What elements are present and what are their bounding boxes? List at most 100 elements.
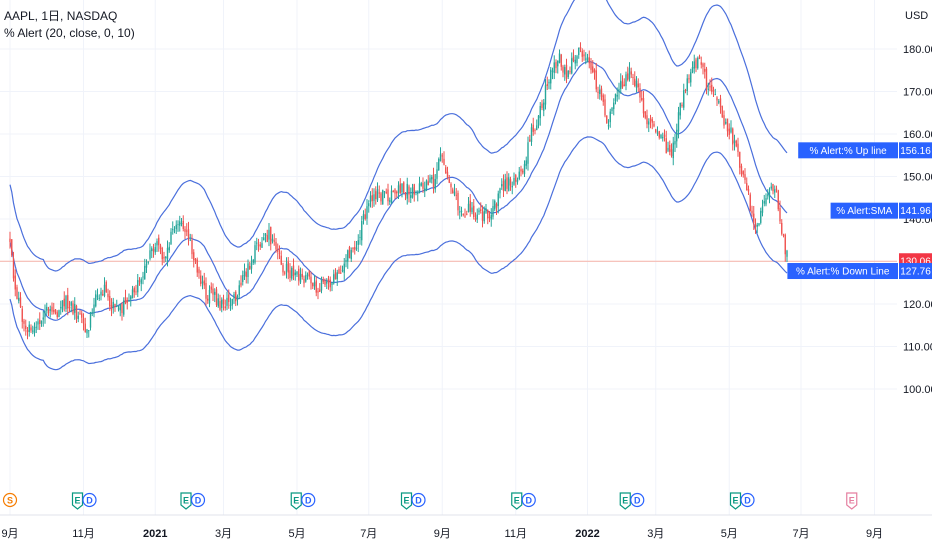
candle[interactable] <box>313 275 316 290</box>
candle[interactable] <box>648 118 650 133</box>
candle[interactable] <box>579 42 582 53</box>
candle[interactable] <box>457 190 459 216</box>
candle[interactable] <box>182 215 184 232</box>
candle[interactable] <box>464 208 466 219</box>
candle[interactable] <box>651 117 653 130</box>
candle[interactable] <box>786 249 788 263</box>
candle[interactable] <box>287 257 289 280</box>
candle[interactable] <box>452 187 454 194</box>
candle[interactable] <box>75 304 78 323</box>
candle[interactable] <box>562 64 564 78</box>
candle[interactable] <box>532 117 534 136</box>
candle[interactable] <box>128 293 130 302</box>
candle[interactable] <box>236 294 239 306</box>
candle[interactable] <box>663 129 666 142</box>
candle[interactable] <box>354 240 356 255</box>
candle[interactable] <box>522 168 524 175</box>
candle[interactable] <box>473 198 475 220</box>
candle[interactable] <box>117 305 120 312</box>
candle[interactable] <box>518 166 520 181</box>
candle[interactable] <box>632 73 634 86</box>
candle[interactable] <box>712 86 715 98</box>
candle[interactable] <box>644 111 646 120</box>
candle[interactable] <box>618 82 620 100</box>
candle[interactable] <box>322 276 324 285</box>
candles[interactable] <box>9 42 788 340</box>
candle[interactable] <box>362 210 365 225</box>
candle[interactable] <box>578 47 580 59</box>
candle[interactable] <box>779 200 781 225</box>
candle[interactable] <box>243 263 246 281</box>
candle[interactable] <box>149 243 151 261</box>
candle[interactable] <box>480 202 482 214</box>
candle[interactable] <box>142 271 144 285</box>
candle[interactable] <box>403 181 405 194</box>
candle[interactable] <box>462 213 464 217</box>
candle[interactable] <box>732 127 734 151</box>
candle[interactable] <box>298 265 300 286</box>
candle[interactable] <box>338 266 340 274</box>
candle[interactable] <box>606 115 608 124</box>
candle[interactable] <box>560 53 562 71</box>
candle[interactable] <box>781 219 783 236</box>
candle[interactable] <box>684 88 687 94</box>
candle[interactable] <box>544 79 547 110</box>
candle[interactable] <box>123 297 125 317</box>
candle[interactable] <box>494 199 496 212</box>
candle[interactable] <box>658 130 660 140</box>
candle[interactable] <box>140 277 142 292</box>
candle[interactable] <box>593 68 596 80</box>
candle[interactable] <box>249 261 251 270</box>
candle[interactable] <box>112 297 114 314</box>
candle[interactable] <box>698 54 701 60</box>
candle[interactable] <box>702 62 704 75</box>
candle[interactable] <box>501 178 503 190</box>
candle[interactable] <box>677 106 680 139</box>
candle[interactable] <box>599 84 601 100</box>
candle[interactable] <box>387 183 389 206</box>
candle[interactable] <box>68 300 71 313</box>
candle[interactable] <box>460 206 463 217</box>
candle[interactable] <box>121 302 123 321</box>
candle[interactable] <box>235 290 237 307</box>
candle[interactable] <box>273 233 275 246</box>
candle[interactable] <box>686 74 688 96</box>
candle[interactable] <box>198 266 200 279</box>
candle[interactable] <box>529 134 531 143</box>
candle[interactable] <box>711 77 713 95</box>
candle[interactable] <box>410 187 412 203</box>
candle[interactable] <box>623 78 625 87</box>
candle[interactable] <box>16 284 18 300</box>
candle[interactable] <box>390 185 393 204</box>
candle[interactable] <box>548 79 550 90</box>
candle[interactable] <box>441 153 443 163</box>
candle[interactable] <box>359 229 361 245</box>
candle[interactable] <box>373 188 375 207</box>
candle[interactable] <box>627 66 629 82</box>
candle[interactable] <box>222 294 225 311</box>
candle[interactable] <box>611 106 613 115</box>
candle[interactable] <box>697 56 699 70</box>
candle[interactable] <box>569 66 571 75</box>
candle[interactable] <box>616 87 618 102</box>
candle[interactable] <box>478 207 480 215</box>
candle[interactable] <box>264 232 267 243</box>
candle[interactable] <box>406 177 408 205</box>
candle[interactable] <box>597 86 599 99</box>
candle[interactable] <box>56 310 58 319</box>
candle[interactable] <box>436 162 438 185</box>
candle[interactable] <box>12 251 15 282</box>
candle[interactable] <box>247 259 249 284</box>
candle[interactable] <box>767 189 769 200</box>
candle[interactable] <box>714 88 716 96</box>
candle[interactable] <box>163 251 165 264</box>
candle[interactable] <box>212 283 214 301</box>
candle[interactable] <box>49 305 51 318</box>
candle[interactable] <box>21 305 23 329</box>
candle[interactable] <box>571 52 573 75</box>
candle[interactable] <box>317 287 319 300</box>
